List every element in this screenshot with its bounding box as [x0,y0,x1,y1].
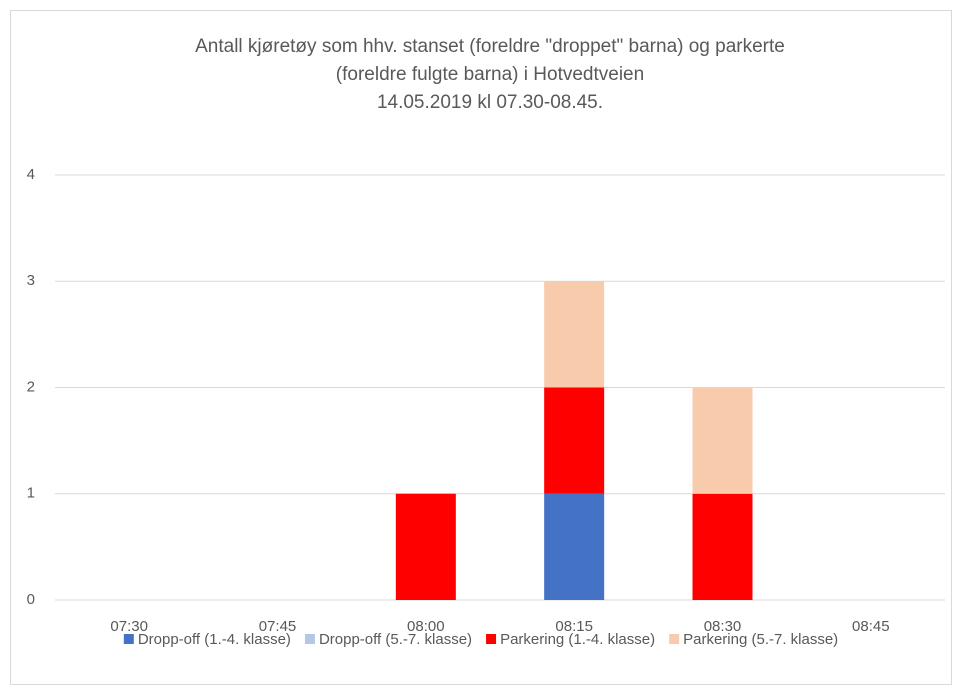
bar-segment [544,281,605,388]
legend-swatch [123,634,134,644]
x-tick-label: 08:45 [852,618,890,635]
legend-label: Parkering (5.-7. klasse) [683,631,838,648]
legend-label: Dropp-off (5.-7. klasse) [319,631,472,648]
chart-title: 14.05.2019 kl 07.30-08.45. [377,92,603,113]
x-tick-label: 08:00 [407,618,445,635]
x-tick-label: 08:15 [555,618,593,635]
y-tick-label: 3 [27,272,35,289]
legend-label: Dropp-off (1.-4. klasse) [138,631,291,648]
bar-segment [544,493,605,600]
bar-segment [692,493,753,600]
bar-segment [395,493,456,600]
y-tick-label: 1 [27,485,35,502]
y-tick-label: 4 [27,166,35,183]
chart-title: (foreldre fulgte barna) i Hotvedtveien [336,64,644,85]
legend-swatch [669,634,680,644]
bar-segment [544,387,605,494]
x-tick-label: 07:45 [259,618,297,635]
x-tick-label: 07:30 [110,618,148,635]
bar-segment [692,387,753,494]
legend-swatch [486,634,497,644]
y-tick-label: 2 [27,378,35,395]
x-tick-label: 08:30 [704,618,742,635]
chart-border [10,10,952,685]
legend-swatch [304,634,315,644]
chart-title: Antall kjøretøy som hhv. stanset (foreld… [195,36,785,57]
legend-label: Parkering (1.-4. klasse) [500,631,655,648]
y-tick-label: 0 [27,591,35,608]
